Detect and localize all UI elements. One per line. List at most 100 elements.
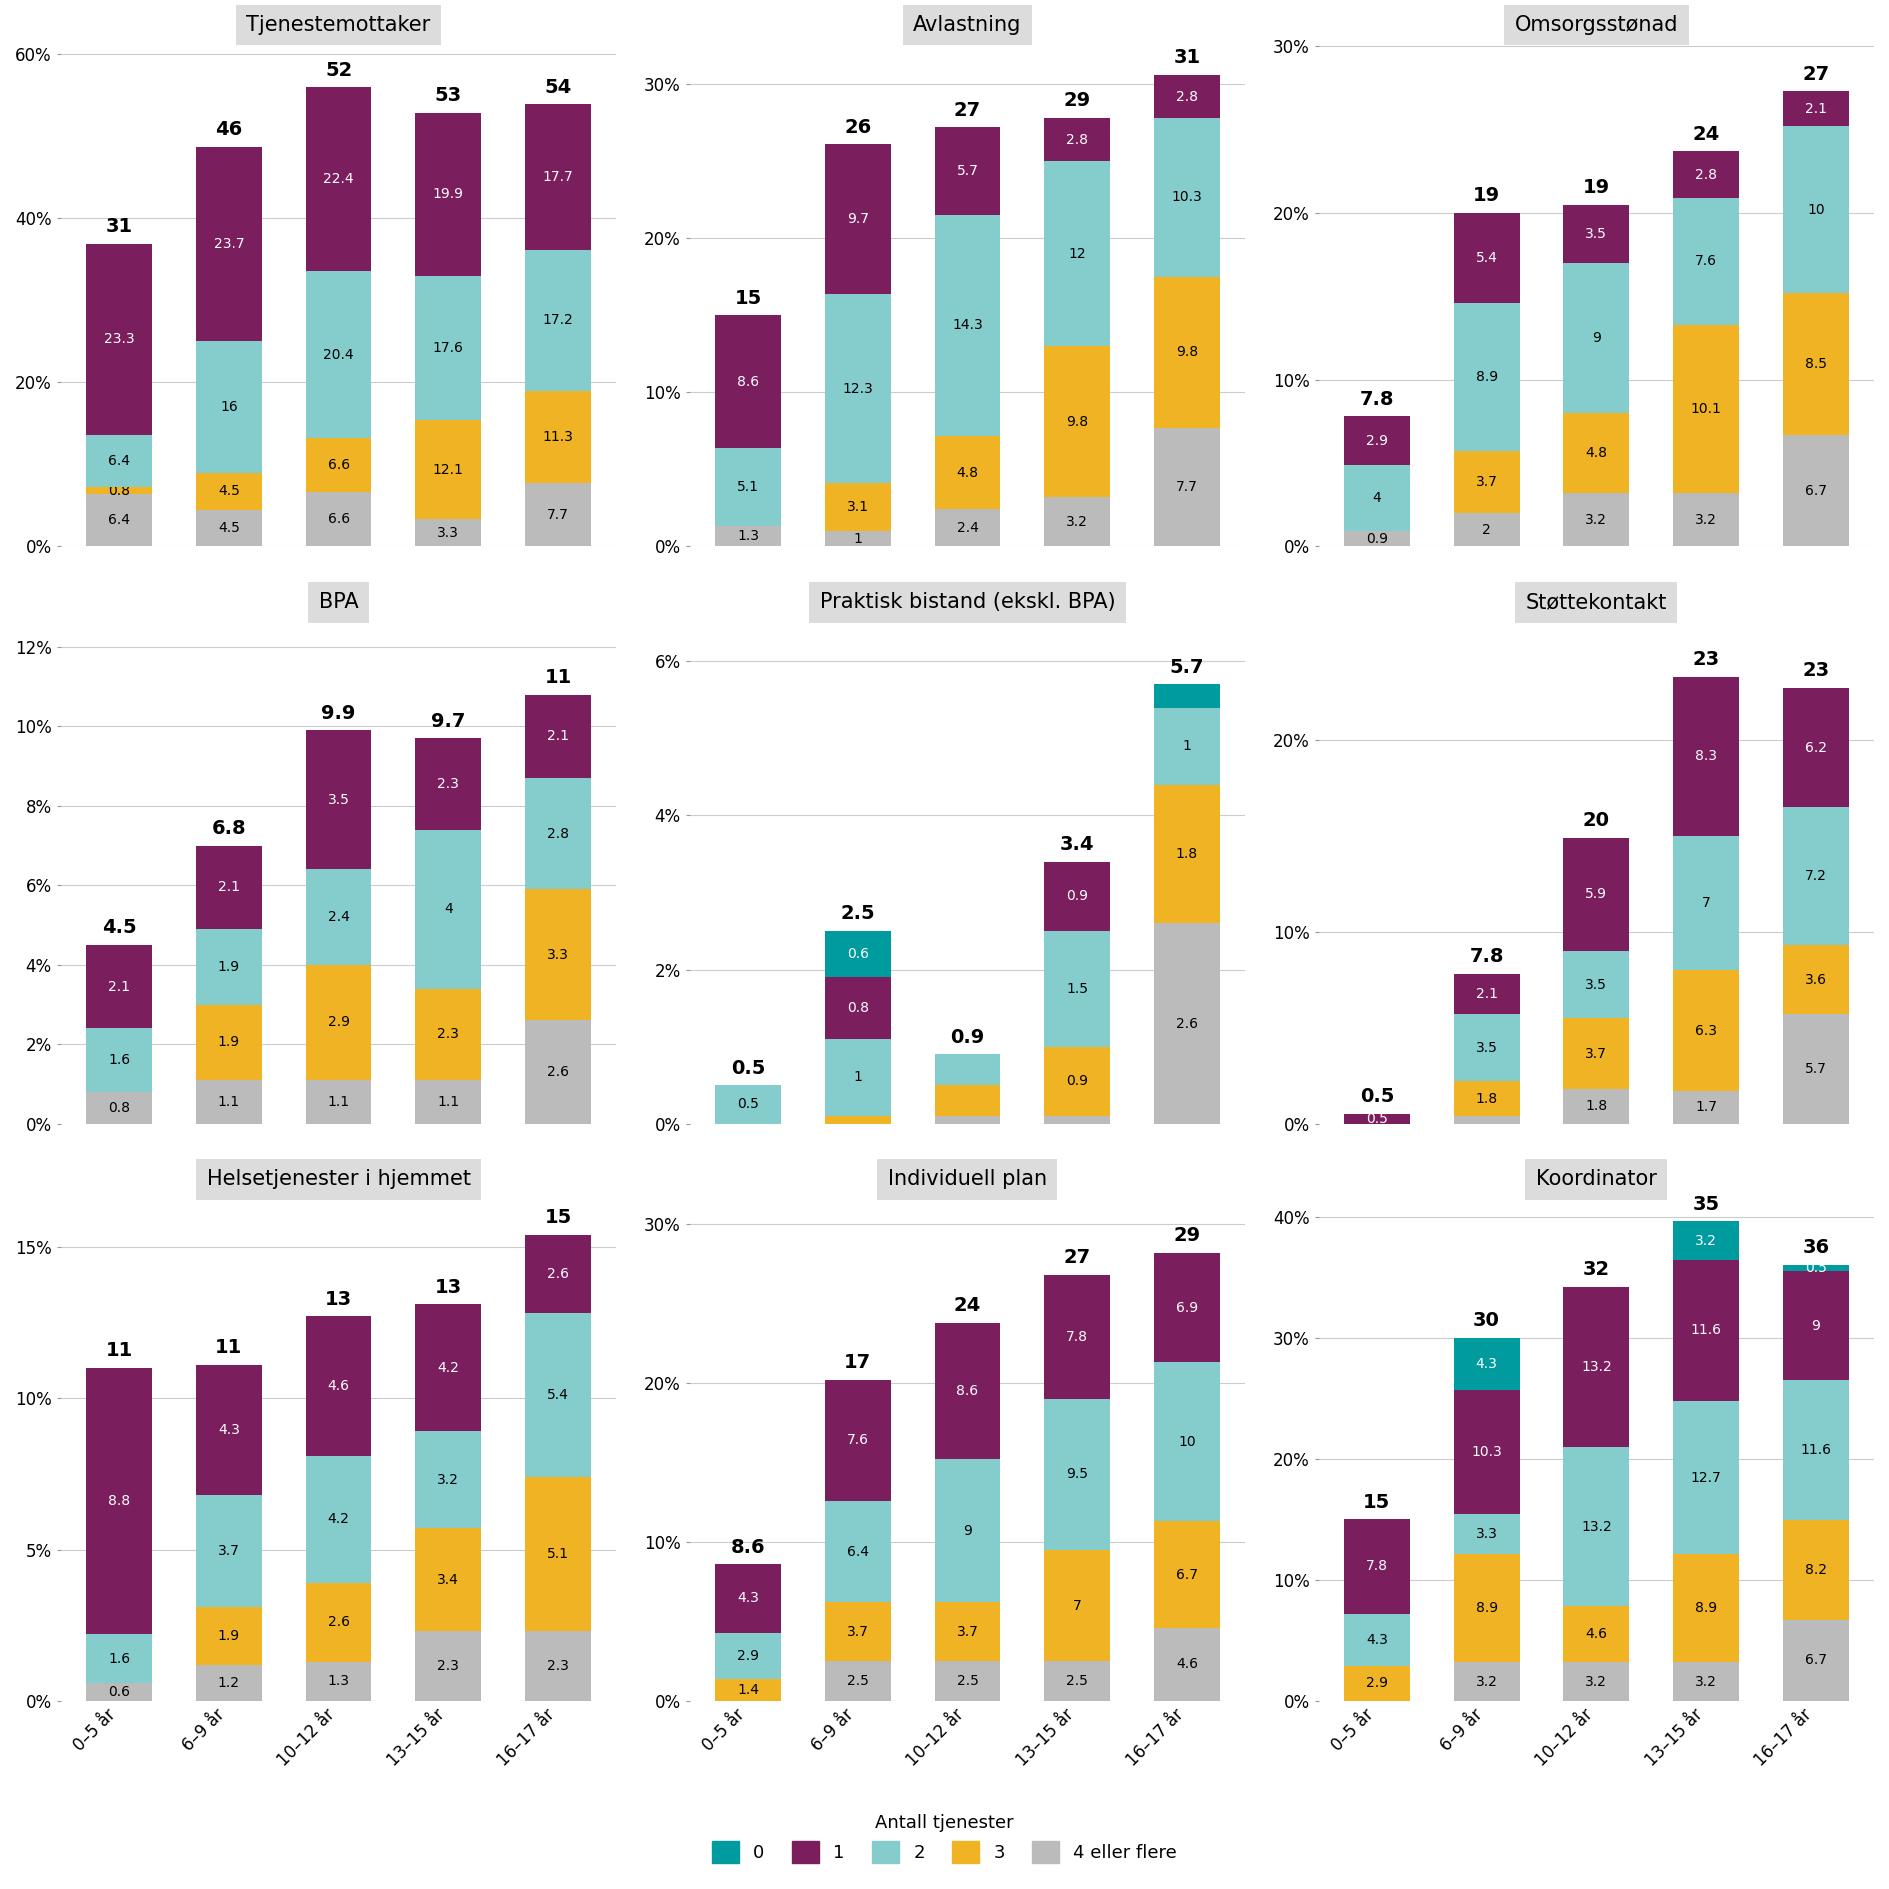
Bar xyxy=(1564,414,1628,493)
Bar xyxy=(1455,975,1519,1014)
Bar xyxy=(1783,1271,1849,1381)
Bar xyxy=(825,1602,890,1660)
Bar xyxy=(1154,1628,1220,1700)
Text: 9.7: 9.7 xyxy=(431,712,465,731)
Bar xyxy=(825,484,890,531)
Text: 3.6: 3.6 xyxy=(1804,973,1827,986)
Text: 9.9: 9.9 xyxy=(321,705,355,723)
Text: 29: 29 xyxy=(1064,91,1090,110)
Bar xyxy=(935,1084,1001,1116)
Bar xyxy=(416,829,482,988)
Text: 26: 26 xyxy=(844,117,871,136)
Bar xyxy=(1343,1115,1409,1124)
Bar xyxy=(416,1632,482,1700)
Text: 4: 4 xyxy=(444,903,453,916)
Bar xyxy=(935,1602,1001,1660)
Text: 3.7: 3.7 xyxy=(217,1543,240,1558)
Text: 5.1: 5.1 xyxy=(737,480,759,495)
Text: 20.4: 20.4 xyxy=(323,348,353,361)
Text: 4.5: 4.5 xyxy=(217,521,240,535)
Text: 4.3: 4.3 xyxy=(217,1422,240,1438)
Bar xyxy=(825,144,890,295)
Text: 2.1: 2.1 xyxy=(108,980,130,994)
Text: 4.8: 4.8 xyxy=(1585,446,1608,461)
Bar xyxy=(416,1305,482,1432)
Bar xyxy=(525,778,591,890)
Bar xyxy=(935,215,1001,436)
Bar xyxy=(525,1477,591,1632)
Bar xyxy=(525,104,591,249)
Title: Praktisk bistand (ekskl. BPA): Praktisk bistand (ekskl. BPA) xyxy=(820,593,1115,612)
Text: 2.9: 2.9 xyxy=(327,1016,349,1030)
Text: 8.3: 8.3 xyxy=(1694,750,1717,763)
Bar xyxy=(87,1683,151,1700)
Bar xyxy=(196,147,263,342)
Bar xyxy=(1564,1018,1628,1090)
Bar xyxy=(1674,1662,1740,1700)
Bar xyxy=(1343,1519,1409,1613)
Text: 3.5: 3.5 xyxy=(1585,979,1608,992)
Bar xyxy=(1154,784,1220,924)
Text: 1: 1 xyxy=(854,1071,861,1084)
Bar xyxy=(1564,837,1628,950)
Bar xyxy=(196,1494,263,1608)
Text: 12.3: 12.3 xyxy=(842,382,873,395)
Text: 23.3: 23.3 xyxy=(104,332,134,346)
Bar xyxy=(825,531,890,546)
Text: 2: 2 xyxy=(1483,523,1490,536)
Text: 30: 30 xyxy=(1473,1311,1500,1330)
Bar xyxy=(1674,1222,1740,1260)
Bar xyxy=(306,1317,372,1456)
Text: 6.9: 6.9 xyxy=(1175,1300,1198,1315)
Bar xyxy=(825,977,890,1039)
Text: 0.6: 0.6 xyxy=(108,1685,130,1698)
Bar xyxy=(1674,971,1740,1092)
Text: 17.2: 17.2 xyxy=(542,314,574,327)
Text: 6.7: 6.7 xyxy=(1804,1653,1827,1668)
Text: 0.6: 0.6 xyxy=(846,946,869,962)
Bar xyxy=(87,434,151,487)
Text: 4.2: 4.2 xyxy=(438,1360,459,1375)
Bar xyxy=(825,1500,890,1602)
Bar xyxy=(196,1081,263,1124)
Text: 8.9: 8.9 xyxy=(1475,1602,1498,1615)
Bar xyxy=(1564,1606,1628,1662)
Text: 6.3: 6.3 xyxy=(1694,1024,1717,1037)
Bar xyxy=(1674,1092,1740,1124)
Bar xyxy=(1783,127,1849,293)
Text: 6.4: 6.4 xyxy=(108,514,130,527)
Text: 7.8: 7.8 xyxy=(1470,948,1504,967)
Bar xyxy=(196,1005,263,1081)
Bar xyxy=(716,315,780,448)
Bar xyxy=(196,846,263,929)
Bar xyxy=(1783,293,1849,434)
Text: 1.9: 1.9 xyxy=(217,960,240,973)
Bar xyxy=(196,472,263,510)
Text: 3.3: 3.3 xyxy=(548,948,569,962)
Text: 8.9: 8.9 xyxy=(1694,1602,1717,1615)
Text: 0.8: 0.8 xyxy=(108,1101,130,1115)
Text: 1.9: 1.9 xyxy=(217,1035,240,1048)
Bar xyxy=(416,519,482,546)
Bar xyxy=(416,1432,482,1528)
Bar xyxy=(416,739,482,829)
Text: 11: 11 xyxy=(215,1337,242,1358)
Text: 7: 7 xyxy=(1702,895,1710,910)
Bar xyxy=(1674,676,1740,835)
Bar xyxy=(87,1634,151,1683)
Text: 10.3: 10.3 xyxy=(1171,191,1201,204)
Bar xyxy=(1783,1521,1849,1619)
Text: 12: 12 xyxy=(1069,247,1086,261)
Text: 7.8: 7.8 xyxy=(1065,1330,1088,1343)
Text: 12.7: 12.7 xyxy=(1691,1470,1721,1485)
Text: 8.2: 8.2 xyxy=(1804,1562,1827,1577)
Bar xyxy=(196,1608,263,1664)
Bar xyxy=(1045,1660,1111,1700)
Bar xyxy=(1783,1619,1849,1700)
Title: Tjenestemottaker: Tjenestemottaker xyxy=(246,15,431,36)
Text: 4.2: 4.2 xyxy=(327,1513,349,1526)
Text: 1.1: 1.1 xyxy=(327,1096,349,1109)
Bar xyxy=(1455,213,1519,302)
Text: 14.3: 14.3 xyxy=(952,319,982,332)
Bar xyxy=(525,391,591,484)
